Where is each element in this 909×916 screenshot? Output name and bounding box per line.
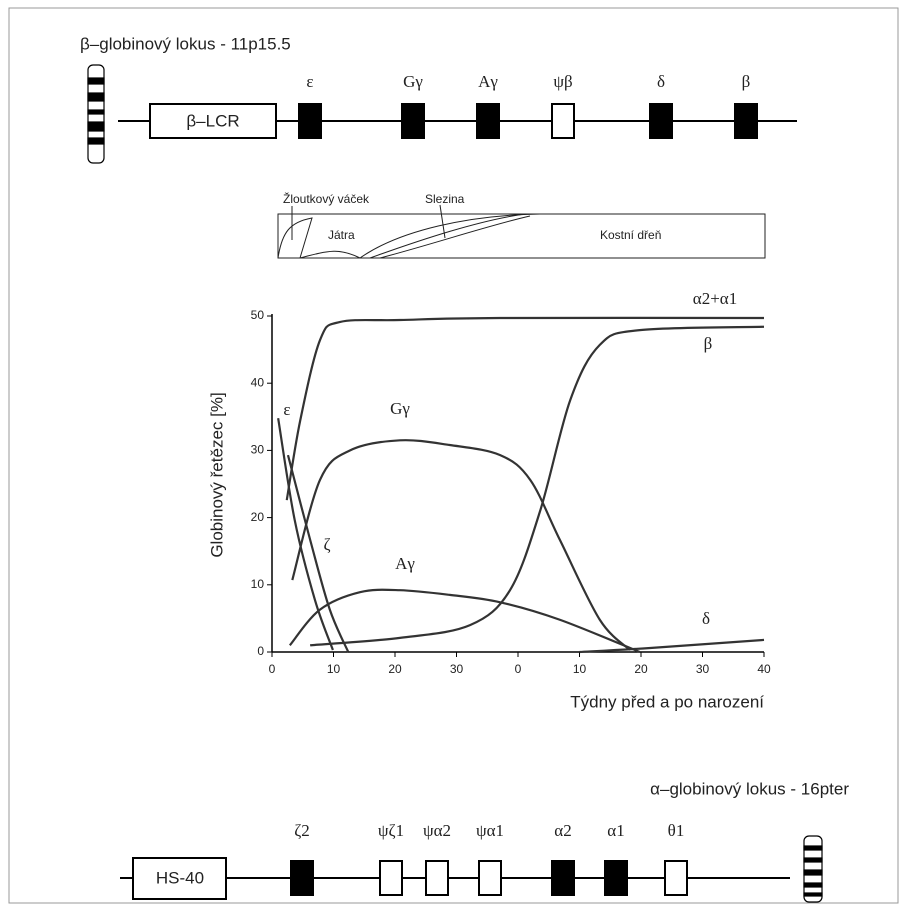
gene-box [734,103,758,139]
gene-label: α2 [554,821,571,840]
lcr-box [149,103,277,139]
series-line [310,325,765,647]
lcr-label: β–LCR [186,111,239,130]
gene-box [551,860,575,896]
gene-box [649,103,673,139]
series-line [286,454,350,653]
y-tick-label: 10 [251,577,265,591]
gene-box [551,103,575,139]
hs-label: HS-40 [156,868,204,887]
yolk-sac-label: Žloutkový váček [283,191,370,206]
y-axis-title: Globinový řetězec [%] [207,392,226,557]
series-line [288,588,641,654]
gene-box [476,103,500,139]
gene-label: ζ2 [294,821,310,840]
chromosome-left [87,64,105,164]
gene-label: Aγ [478,72,498,91]
chromosome-right [803,835,823,903]
gene-box [379,860,403,896]
series-label: ε [283,400,290,419]
chart: 0 10 20 30 40 50 0 10 20 30 0 10 20 30 40 Týdny před a … [207,289,771,712]
gene-box [298,103,322,139]
gene-box [478,860,502,896]
gene-label: ψζ1 [378,821,404,840]
x-tick-label: 10 [327,662,341,676]
spleen-label: Slezina [425,192,465,206]
gene-label: β [742,72,751,91]
x-tick-label: 20 [388,662,402,676]
series-line [285,316,765,501]
series-label: ζ [323,535,330,554]
series-line [277,417,334,651]
x-tick-label: 10 [573,662,587,676]
frame [8,7,899,904]
gene-box [290,860,314,896]
y-tick-label: 0 [257,644,264,658]
gene-box [604,860,628,896]
gene-label: ε [306,72,313,91]
y-tick-label: 50 [251,308,265,322]
series-label: Gγ [390,399,410,418]
series-label: α2+α1 [693,289,737,308]
x-tick-label: 0 [515,662,522,676]
x-tick-label: 20 [634,662,648,676]
x-tick-label: 30 [450,662,464,676]
x-axis-title: Týdny před a po narození [570,692,764,711]
x-tick-label: 0 [269,662,276,676]
gene-label: ψα2 [423,821,451,840]
alpha-genes: ζ2 ψζ1 ψα2 ψα1 α2 α1 θ1 [290,821,688,896]
hs-box [132,857,227,900]
beta-genes: ε Gγ Aγ ψβ δ β [298,72,758,139]
gene-label: θ1 [668,821,685,840]
gene-label: δ [657,72,665,91]
gene-label: ψβ [553,72,572,91]
gene-label: α1 [607,821,624,840]
alpha-title: α–globinový lokus - 16pter [650,779,849,798]
x-tick-label: 30 [696,662,710,676]
gene-box [425,860,449,896]
y-tick-label: 30 [251,443,265,457]
liver-label: Játra [328,228,355,242]
beta-title: β–globinový lokus - 11p15.5 [80,34,291,53]
marrow-label: Kostní dřeň [600,228,661,242]
tissue-diagram [277,204,766,259]
y-tick-label: 20 [251,510,265,524]
series-label: Aγ [395,554,415,573]
series-label: β [704,334,713,353]
series-label: δ [702,609,710,628]
x-tick-label: 40 [757,662,771,676]
gene-box [401,103,425,139]
series-line [291,439,631,651]
y-tick-label: 40 [251,375,265,389]
gene-label: Gγ [403,72,423,91]
gene-label: ψα1 [476,821,504,840]
gene-box [664,860,688,896]
series-line [579,638,765,654]
